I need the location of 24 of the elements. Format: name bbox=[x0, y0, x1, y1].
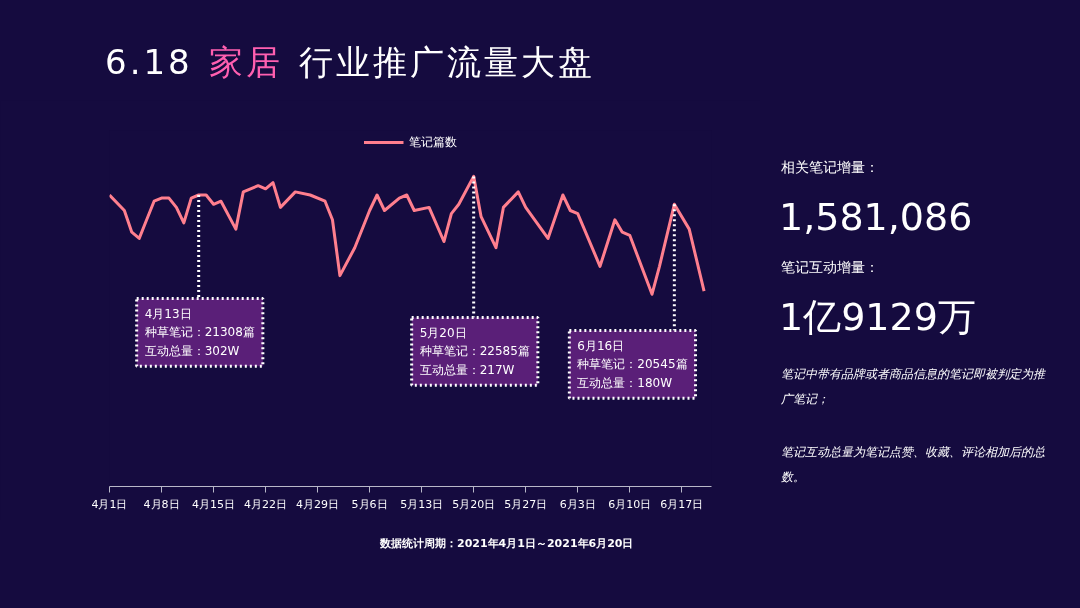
x-tick-label: 4月22日 bbox=[244, 497, 288, 511]
text: 笔记互动增量： bbox=[781, 258, 879, 277]
x-tick-label: 4月8日 bbox=[143, 497, 180, 511]
x-tick-label: 4月15日 bbox=[192, 497, 236, 511]
text: 1,581,086 bbox=[779, 194, 973, 241]
text: 1亿9129万 bbox=[779, 294, 976, 341]
text: 数据统计周期：2021年4月1日～2021年6月20日 bbox=[380, 536, 634, 552]
chart-title: 6.18 家居 行业推广流量大盘 bbox=[105, 42, 595, 82]
x-tick-label: 4月1日 bbox=[91, 497, 128, 511]
x-tick-label: 5月27日 bbox=[504, 497, 548, 511]
x-tick-label: 4月29日 bbox=[296, 497, 340, 511]
text: 相关笔记增量： bbox=[781, 158, 879, 177]
x-tick-label: 6月3日 bbox=[559, 497, 596, 511]
annotation: 4月13日种草笔记：21308篇互动总量：302W bbox=[144, 306, 255, 359]
legend-label: 笔记篇数 bbox=[408, 133, 457, 151]
text: 笔记互动总量为笔记点赞、收藏、评论相加后的总数。 bbox=[781, 444, 1046, 487]
x-tick-label: 6月17日 bbox=[660, 497, 704, 511]
x-tick-label: 5月13日 bbox=[400, 497, 444, 511]
x-tick-label: 5月20日 bbox=[452, 497, 496, 511]
annotation: 5月20日种草笔记：22585篇互动总量：217W bbox=[419, 325, 530, 378]
annotation: 6月16日种草笔记：20545篇互动总量：180W bbox=[577, 338, 688, 391]
x-tick-label: 6月10日 bbox=[608, 497, 652, 511]
x-tick-label: 5月6日 bbox=[351, 497, 388, 511]
text: 笔记中带有品牌或者商品信息的笔记即被判定为推广笔记； bbox=[781, 366, 1047, 409]
